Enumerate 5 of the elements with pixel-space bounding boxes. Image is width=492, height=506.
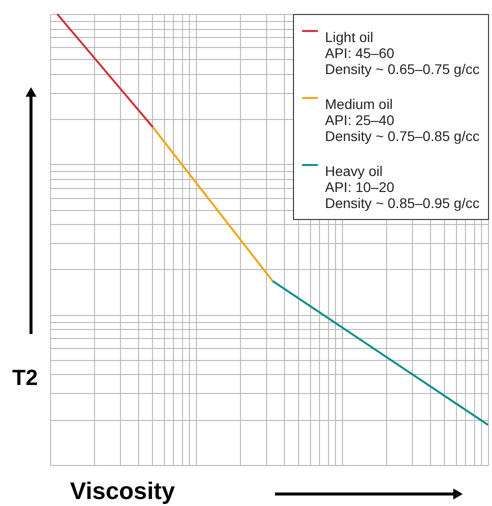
- legend-label: Medium oil API: 25–40 Density ~ 0.75–0.85 g/cc: [325, 96, 480, 144]
- x-axis-title: Viscosity: [70, 478, 176, 505]
- legend-label: Light oil API: 45–60 Density ~ 0.65–0.75 g/cc: [325, 29, 480, 77]
- y-axis-title: T2: [12, 365, 38, 390]
- legend-label: Heavy oil API: 10–20 Density ~ 0.85–0.95 g/cc: [325, 163, 480, 211]
